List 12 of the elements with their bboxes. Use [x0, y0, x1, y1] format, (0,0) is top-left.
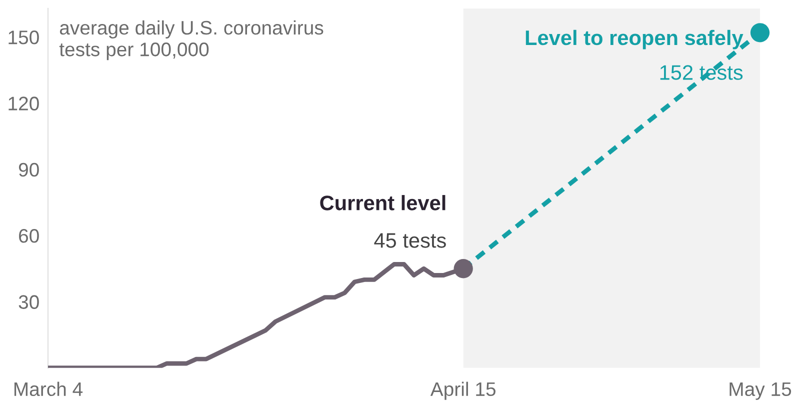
y-tick-label: 150	[8, 30, 39, 44]
annotation: Current level	[320, 195, 446, 210]
y-tick-label: 120	[8, 96, 39, 110]
annotation: 45 tests	[374, 233, 446, 248]
x-tick-label: April 15	[430, 382, 496, 400]
annotation: Level to reopen safely	[526, 30, 744, 50]
y-tick-label: 30	[18, 295, 39, 309]
y-axis-title: average daily U.S. coronavirus tests per 100,000	[59, 20, 324, 60]
y-tick-label: 60	[19, 229, 39, 243]
x-tick-label: March 4	[14, 382, 83, 396]
x-tick-label: May 15	[730, 382, 792, 400]
y-tick-label: 90	[18, 162, 39, 177]
